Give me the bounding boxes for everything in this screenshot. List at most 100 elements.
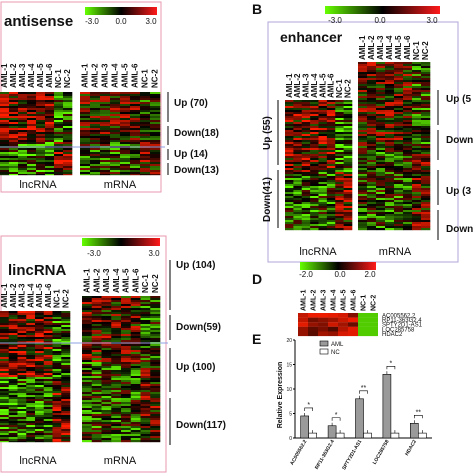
heatmap-cell: [82, 366, 93, 369]
heatmap-cell: [385, 72, 395, 75]
heatmap-cell: [91, 336, 102, 339]
heatmap-cell: [367, 202, 377, 205]
heatmap-cell: [0, 156, 10, 159]
heatmap-cell: [326, 100, 336, 103]
heatmap-cell: [36, 108, 46, 111]
heatmap-cell: [101, 374, 112, 377]
heatmap-cell: [121, 394, 132, 397]
heatmap-cell: [111, 310, 122, 313]
heatmap-cell: [54, 142, 64, 145]
heatmap-cell: [376, 148, 386, 151]
heatmap-cell: [140, 96, 151, 99]
heatmap-cell: [421, 200, 431, 203]
heatmap-cell: [36, 114, 46, 117]
heatmap-cell: [91, 318, 102, 321]
heatmap-cell: [8, 329, 18, 332]
heatmap-cell: [35, 421, 45, 424]
heatmap-cell: [403, 74, 413, 77]
heatmap-cell: [385, 176, 395, 179]
heatmap-cell: [358, 134, 368, 137]
heatmap-cell: [121, 362, 132, 365]
heatmap-cell: [120, 92, 131, 95]
heatmap-cell: [376, 220, 386, 223]
heatmap-cell: [412, 136, 422, 139]
heatmap-cell: [80, 142, 91, 145]
heatmap-cell: [403, 172, 413, 175]
heatmap-cell: [17, 427, 27, 430]
heatmap-cell: [9, 116, 19, 119]
heatmap-cell: [326, 122, 336, 125]
heatmap-cell: [367, 180, 377, 183]
heatmap-cell: [90, 164, 101, 167]
heatmap-cell: [110, 164, 121, 167]
heatmap-cell: [121, 332, 132, 335]
heatmap-cell: [101, 414, 112, 417]
heatmap-cell: [61, 369, 71, 372]
heatmap-cell: [150, 118, 161, 121]
heatmap-cell: [26, 425, 36, 428]
heatmap-cell: [293, 122, 303, 125]
heatmap-cell: [140, 122, 151, 125]
heatmap-cell: [130, 426, 141, 429]
heatmap-cell: [121, 344, 132, 347]
heatmap-cell: [385, 64, 395, 67]
heatmap-cell: [121, 318, 132, 321]
heatmap-cell: [54, 98, 64, 101]
heatmap-cell: [130, 316, 141, 319]
heatmap-cell: [385, 140, 395, 143]
heatmap-cell: [80, 172, 91, 175]
heatmap-cell: [27, 100, 37, 103]
heatmap-cell: [285, 200, 294, 203]
heatmap-cell: [27, 118, 37, 121]
heatmap-cell: [367, 212, 377, 215]
heatmap-cell: [310, 214, 319, 217]
heatmap-cell: [335, 134, 344, 137]
heatmap-cell: [121, 420, 132, 423]
heatmap-cell: [394, 180, 404, 183]
heatmap-cell: [293, 190, 303, 193]
heatmap-cell: [412, 158, 422, 161]
heatmap-cell: [91, 388, 102, 391]
heatmap-cell: [120, 158, 131, 161]
heatmap-cell: [120, 148, 131, 151]
heatmap-cell: [318, 134, 328, 137]
heatmap-cell: [326, 214, 336, 217]
heatmap-cell: [91, 320, 102, 323]
heatmap-cell: [111, 410, 122, 413]
heatmap-cell: [385, 124, 395, 127]
heatmap-cell: [101, 386, 112, 389]
heatmap-cell: [82, 408, 93, 411]
heatmap-cell: [100, 172, 111, 175]
heatmap-cell: [54, 132, 64, 135]
heatmap-cell: [90, 118, 101, 121]
heatmap-cell: [91, 332, 102, 335]
heatmap-cell: [61, 425, 71, 428]
heatmap-cell: [35, 427, 45, 430]
heatmap-cell: [394, 158, 404, 161]
heatmap-cell: [140, 154, 151, 157]
heatmap-cell: [8, 435, 18, 438]
heatmap-cell: [343, 186, 353, 189]
heatmap-cell: [412, 176, 422, 179]
heatmap-cell: [385, 146, 395, 149]
heatmap-cell: [343, 168, 353, 171]
heatmap-cell: [150, 94, 161, 97]
heatmap-cell: [17, 341, 27, 344]
column-label: AML-2: [293, 73, 302, 98]
heatmap-cell: [335, 126, 344, 129]
heatmap-cell: [18, 156, 28, 159]
heatmap-cell: [130, 304, 141, 307]
heatmap-cell: [111, 358, 122, 361]
heatmap-cell: [318, 222, 328, 225]
heatmap-cell: [121, 316, 132, 319]
heatmap-cell: [318, 202, 328, 205]
heatmap-cell: [412, 64, 422, 67]
heatmap-cell: [326, 138, 336, 141]
heatmap-cell: [36, 150, 46, 153]
heatmap-cell: [150, 372, 161, 375]
heatmap-cell: [150, 402, 161, 405]
heatmap-cell: [301, 192, 311, 195]
heatmap-cell: [82, 350, 93, 353]
heatmap-cell: [100, 156, 111, 159]
heatmap-cell: [301, 166, 311, 169]
